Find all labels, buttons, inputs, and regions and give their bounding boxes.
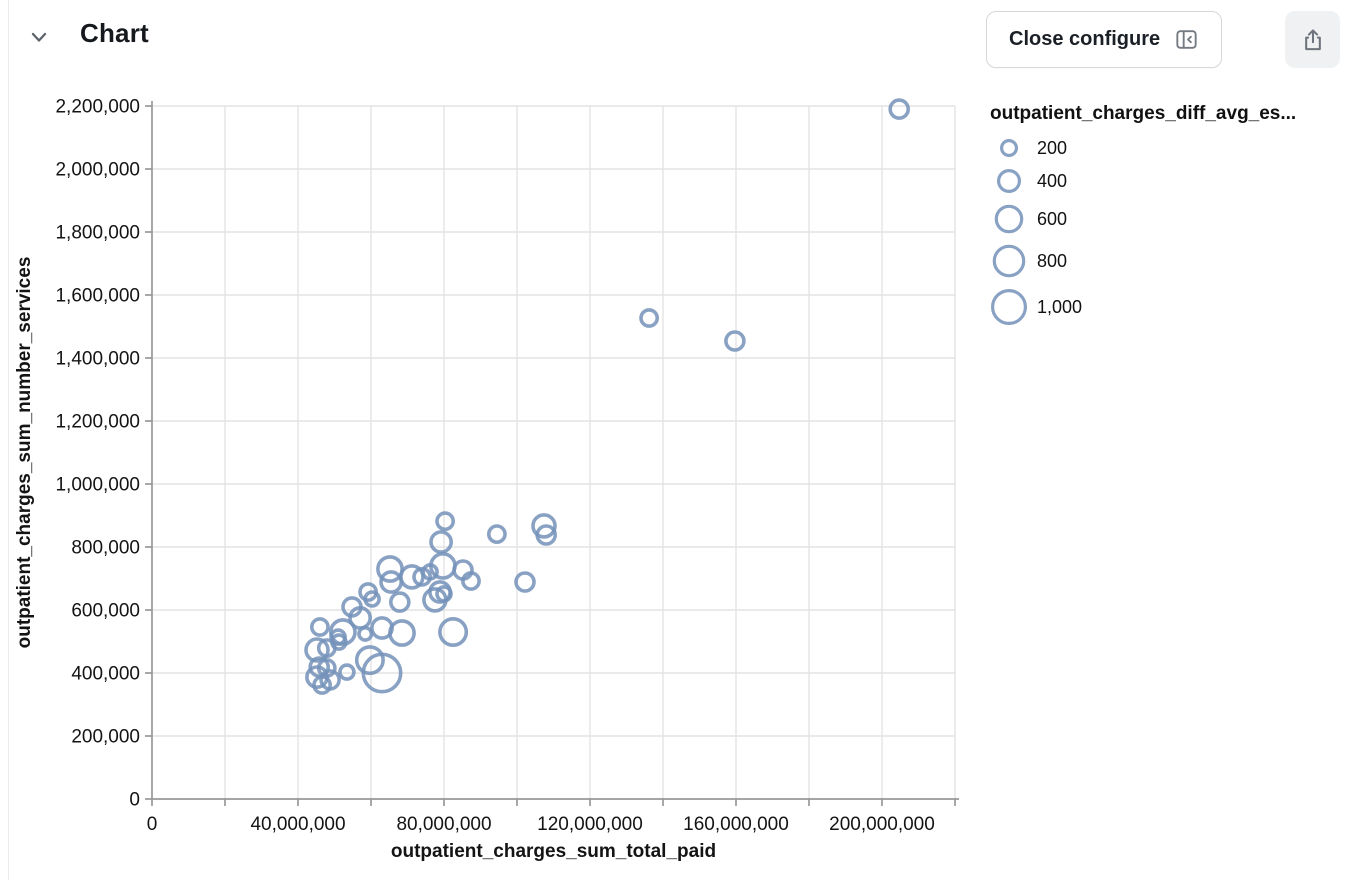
- svg-text:400,000: 400,000: [71, 664, 140, 685]
- svg-text:1,800,000: 1,800,000: [55, 223, 140, 244]
- legend-bubble-icon: [1000, 138, 1019, 158]
- legend-item: 200: [990, 136, 1362, 160]
- legend-item-label: 600: [1037, 208, 1068, 229]
- bubble[interactable]: [435, 511, 456, 532]
- svg-text:1,000,000: 1,000,000: [55, 475, 140, 496]
- bubble[interactable]: [639, 308, 660, 328]
- bubble[interactable]: [724, 330, 746, 352]
- bubble[interactable]: [438, 616, 469, 647]
- svg-text:800,000: 800,000: [71, 538, 140, 559]
- legend-item: 1,000: [990, 286, 1362, 328]
- share-upload-icon: [1304, 28, 1321, 50]
- svg-text:120,000,000: 120,000,000: [537, 814, 643, 835]
- bubble[interactable]: [435, 585, 453, 603]
- close-configure-button[interactable]: Close configure: [986, 11, 1223, 68]
- bubble[interactable]: [388, 591, 411, 613]
- bubble[interactable]: [535, 524, 558, 546]
- bubble[interactable]: [422, 587, 448, 613]
- bubble[interactable]: [304, 637, 330, 663]
- legend-bubble-icon: [992, 244, 1026, 278]
- panel-left-border: [8, 0, 9, 880]
- svg-text:2,200,000: 2,200,000: [55, 97, 140, 118]
- bubble[interactable]: [461, 571, 481, 591]
- svg-text:200,000,000: 200,000,000: [829, 814, 935, 835]
- bubble[interactable]: [531, 513, 557, 539]
- bubble[interactable]: [357, 625, 374, 642]
- legend-item: 800: [990, 242, 1362, 280]
- collapse-section-button[interactable]: [26, 24, 52, 50]
- legend-bubble-icon: [991, 289, 1027, 325]
- legend-bubble-icon: [997, 169, 1021, 193]
- bubble[interactable]: [399, 564, 425, 590]
- legend-bubble-icon: [994, 204, 1024, 234]
- share-button[interactable]: [1285, 11, 1340, 68]
- legend-item: 600: [990, 202, 1362, 236]
- bubble[interactable]: [361, 652, 403, 694]
- legend-item-label: 800: [1037, 250, 1068, 271]
- bubble[interactable]: [363, 590, 381, 608]
- bubble[interactable]: [330, 633, 348, 651]
- size-legend: outpatient_charges_diff_avg_es... 200 400…: [990, 103, 1362, 334]
- size-legend-title: outpatient_charges_diff_avg_es...: [990, 103, 1297, 124]
- svg-text:600,000: 600,000: [71, 601, 140, 622]
- svg-text:outpatient_charges_sum_total_p: outpatient_charges_sum_total_paid: [391, 841, 716, 862]
- close-configure-label: Close configure: [1009, 28, 1161, 50]
- svg-text:160,000,000: 160,000,000: [683, 814, 789, 835]
- legend-item-label: 400: [1037, 170, 1068, 191]
- bubble[interactable]: [309, 617, 330, 637]
- bubble[interactable]: [486, 524, 507, 545]
- bubble[interactable]: [412, 567, 433, 587]
- svg-text:1,400,000: 1,400,000: [55, 349, 140, 370]
- svg-text:outpatient_charges_sum_number_: outpatient_charges_sum_number_services: [14, 257, 35, 649]
- legend-item-label: 1,000: [1037, 296, 1083, 317]
- bubble-chart: 0 200,000 400,000 600,000 800,000 1,000,000 1,…: [14, 97, 959, 862]
- size-legend-items: 200 400 600 800 1,000: [990, 136, 1362, 328]
- svg-text:0: 0: [129, 790, 140, 811]
- svg-text:1,600,000: 1,600,000: [55, 286, 140, 307]
- legend-item: 400: [990, 166, 1362, 196]
- svg-text:0: 0: [147, 814, 158, 835]
- bubble[interactable]: [888, 98, 911, 120]
- svg-text:40,000,000: 40,000,000: [250, 814, 345, 835]
- bubble[interactable]: [354, 645, 385, 676]
- page-title: Chart: [80, 18, 149, 48]
- bubble[interactable]: [388, 619, 416, 647]
- svg-text:2,000,000: 2,000,000: [55, 160, 140, 181]
- chevron-down-icon: [31, 32, 47, 42]
- bubble[interactable]: [312, 675, 333, 695]
- chart-header: Chart Close configure: [0, 0, 1368, 80]
- bubble[interactable]: [429, 530, 454, 554]
- legend-item-label: 200: [1037, 137, 1068, 158]
- svg-text:80,000,000: 80,000,000: [396, 814, 491, 835]
- panel-collapse-left-icon: [1176, 30, 1197, 49]
- svg-text:200,000: 200,000: [71, 727, 140, 748]
- svg-text:1,200,000: 1,200,000: [55, 412, 140, 433]
- bubble[interactable]: [338, 663, 356, 681]
- bubble[interactable]: [514, 571, 536, 593]
